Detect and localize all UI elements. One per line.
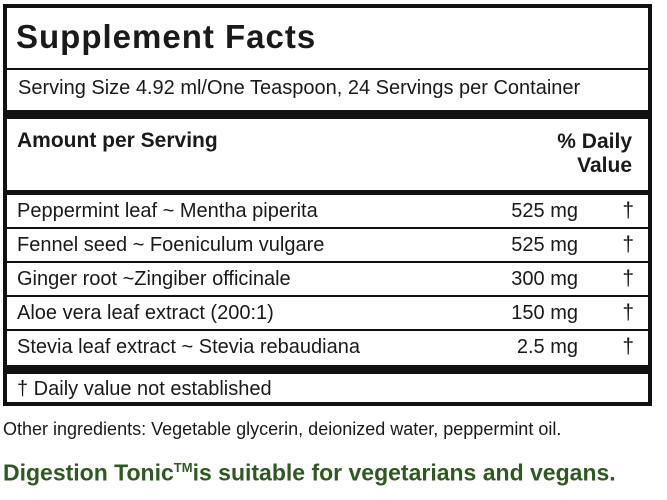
tagline-text: is suitable for vegetarians and vegans. [192,459,616,486]
supplement-facts-panel: Supplement Facts Serving Size 4.92 ml/On… [3,4,652,406]
daily-value-header-line1: % Daily [557,130,632,153]
divider-thick [7,365,648,374]
daily-value-header-line2: Value [577,154,632,177]
ingredient-amount: 300 mg [511,268,578,290]
ingredient-name: Peppermint leaf ~ Mentha piperita [17,200,318,222]
serving-size: Serving Size 4.92 ml/One Teaspoon, 24 Se… [18,77,581,99]
product-tagline: Digestion TonicTMis suitable for vegetar… [3,461,616,485]
divider [7,329,648,331]
daily-value-header: % Daily Value [557,130,632,178]
ingredient-name: Aloe vera leaf extract (200:1) [17,302,274,324]
divider [7,68,648,70]
ingredient-row: Ginger root ~Zingiber officinale 300 mg … [7,263,648,296]
ingredient-name: Stevia leaf extract ~ Stevia rebaudiana [17,336,360,358]
divider [7,295,648,297]
other-ingredients: Other ingredients: Vegetable glycerin, d… [3,419,562,439]
ingredient-row: Stevia leaf extract ~ Stevia rebaudiana … [7,331,648,364]
panel-title: Supplement Facts [16,18,317,55]
ingredient-name: Fennel seed ~ Foeniculum vulgare [17,234,325,256]
ingredient-amount: 525 mg [511,234,578,256]
divider [7,261,648,263]
dagger-mark: † [622,199,634,222]
trademark-mark: TM [173,460,193,475]
ingredient-amount: 525 mg [511,200,578,222]
amount-per-serving-header: Amount per Serving [17,129,218,152]
footnote: † Daily value not established [17,378,272,400]
ingredient-row: Peppermint leaf ~ Mentha piperita 525 mg… [7,195,648,228]
divider-mid [7,190,648,195]
product-name: Digestion Tonic [3,459,174,486]
dagger-mark: † [622,335,634,358]
divider [7,227,648,229]
ingredient-row: Aloe vera leaf extract (200:1) 150 mg † [7,297,648,330]
divider-thick [7,110,648,119]
ingredient-amount: 2.5 mg [516,336,578,358]
dagger-mark: † [622,267,634,290]
dagger-mark: † [622,233,634,256]
ingredient-amount: 150 mg [511,302,578,324]
ingredient-name: Ginger root ~Zingiber officinale [17,268,291,290]
dagger-mark: † [622,301,634,324]
ingredient-row: Fennel seed ~ Foeniculum vulgare 525 mg … [7,229,648,262]
